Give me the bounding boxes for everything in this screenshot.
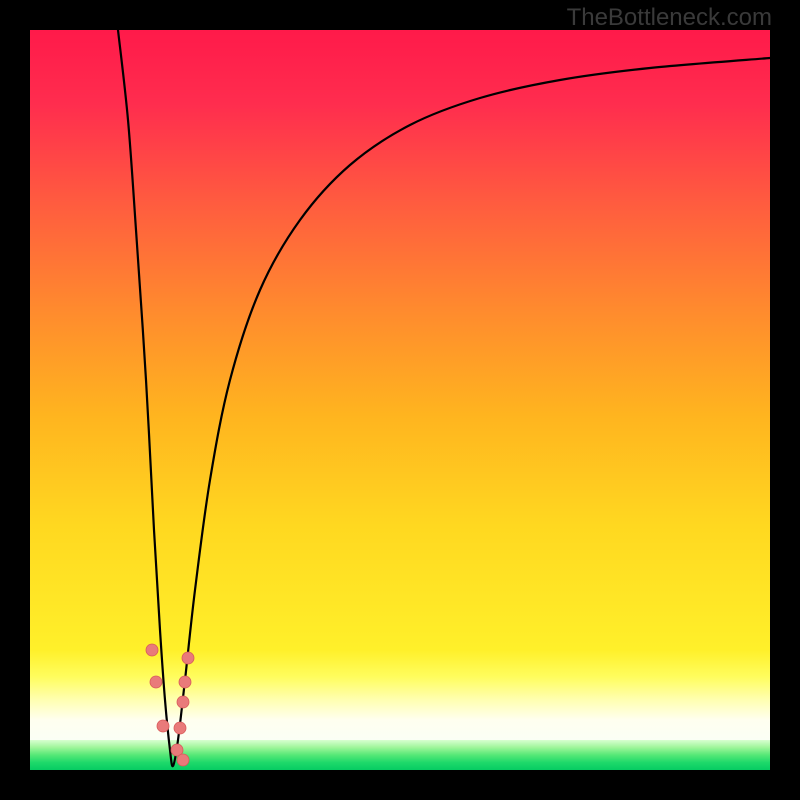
curve-marker (146, 644, 158, 656)
chart-root: TheBottleneck.com (0, 0, 800, 800)
curve-marker (150, 676, 162, 688)
curve-marker (174, 722, 186, 734)
curve-marker (177, 754, 189, 766)
curve-marker (179, 676, 191, 688)
curve-marker (182, 652, 194, 664)
plot-area (30, 30, 770, 770)
bottleneck-curve (118, 30, 770, 766)
curve-layer (30, 30, 770, 770)
curve-marker (177, 696, 189, 708)
curve-marker (157, 720, 169, 732)
watermark-text: TheBottleneck.com (567, 4, 772, 32)
